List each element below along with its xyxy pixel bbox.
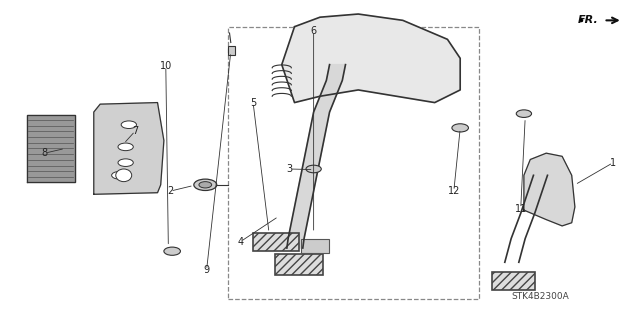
Text: 6: 6 [310, 26, 317, 36]
Text: 3: 3 [286, 164, 292, 174]
Circle shape [516, 110, 532, 117]
Polygon shape [282, 14, 460, 103]
Text: 1: 1 [610, 158, 616, 168]
Bar [275, 254, 323, 275]
Text: 2: 2 [167, 186, 173, 196]
Circle shape [118, 143, 133, 151]
Circle shape [199, 182, 212, 188]
Circle shape [111, 172, 127, 179]
Bar [301, 239, 329, 253]
Bar [228, 46, 235, 55]
Text: 10: 10 [159, 61, 172, 71]
Bar [253, 233, 299, 251]
Text: 5: 5 [250, 98, 256, 108]
Polygon shape [524, 153, 575, 226]
Polygon shape [27, 115, 75, 182]
Text: 4: 4 [237, 237, 243, 247]
Circle shape [306, 165, 321, 173]
Text: STK4B2300A: STK4B2300A [511, 292, 569, 300]
Circle shape [121, 121, 136, 129]
Polygon shape [94, 103, 164, 194]
Text: 12: 12 [447, 186, 460, 196]
Text: 8: 8 [42, 148, 48, 158]
Text: FR.: FR. [578, 15, 599, 26]
Text: 11: 11 [515, 204, 527, 213]
Ellipse shape [116, 169, 132, 182]
Bar [492, 272, 536, 290]
Circle shape [194, 179, 217, 190]
Text: 9: 9 [204, 265, 210, 275]
Circle shape [118, 159, 133, 167]
Bar [228, 27, 479, 299]
Circle shape [164, 247, 180, 255]
Text: 7: 7 [132, 126, 138, 136]
Polygon shape [287, 65, 346, 248]
Circle shape [452, 124, 468, 132]
